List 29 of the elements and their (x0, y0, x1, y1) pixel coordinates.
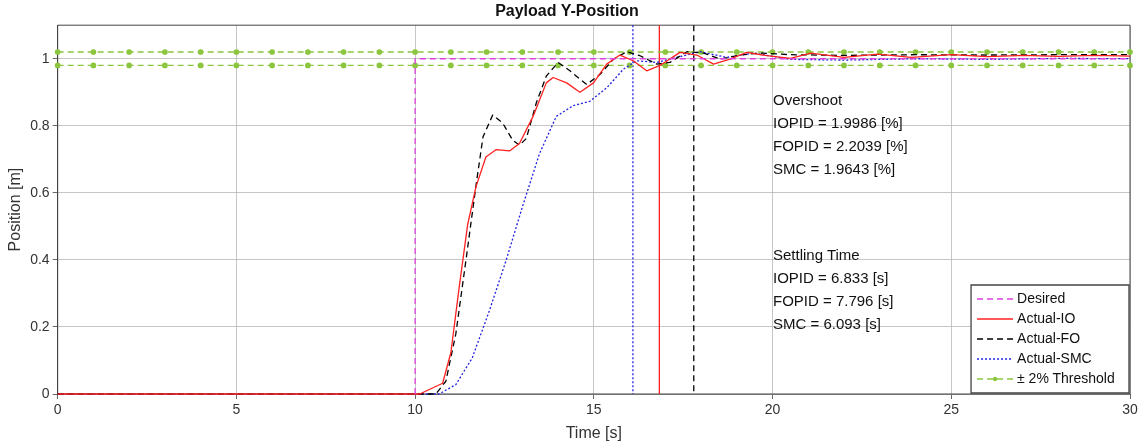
x-axis-title: Time [s] (565, 423, 622, 441)
y-tick-label: 1 (41, 49, 50, 66)
y-tick-label: 0.6 (30, 183, 50, 200)
x-tick-label: 20 (764, 401, 781, 418)
annotation: SMC = 1.9643 [%] (773, 160, 896, 177)
y-axis-title: Position [m] (6, 167, 24, 252)
annotation: Overshoot (773, 91, 844, 108)
annotation: FOPID = 7.796 [s] (773, 292, 894, 309)
legend-label: Actual-FO (1017, 329, 1081, 346)
x-tick-label: 25 (943, 401, 960, 418)
x-tick-label: 5 (232, 401, 241, 418)
legend-label: Actual-IO (1017, 309, 1076, 326)
annotation: FOPID = 2.2039 [%] (773, 137, 908, 154)
annotation: IOPID = 6.833 [s] (773, 269, 889, 286)
x-tick-label: 10 (407, 401, 424, 418)
annotation: Settling Time (773, 246, 860, 263)
annotation: IOPID = 1.9986 [%] (773, 114, 903, 131)
chart-title: Payload Y-Position (495, 2, 639, 20)
legend-label: ± 2% Threshold (1017, 369, 1115, 386)
x-tick-label: 0 (53, 401, 62, 418)
legend-label: Desired (1017, 289, 1066, 306)
legend-label: Actual-SMC (1017, 349, 1092, 366)
y-tick-label: 0.4 (30, 250, 50, 267)
y-tick-label: 0 (41, 384, 50, 401)
y-tick-label: 0.8 (30, 116, 50, 133)
y-tick-label: 0.2 (30, 317, 50, 334)
x-tick-label: 15 (586, 401, 602, 418)
annotation: SMC = 6.093 [s] (773, 315, 881, 332)
x-tick-label: 30 (1122, 401, 1138, 418)
